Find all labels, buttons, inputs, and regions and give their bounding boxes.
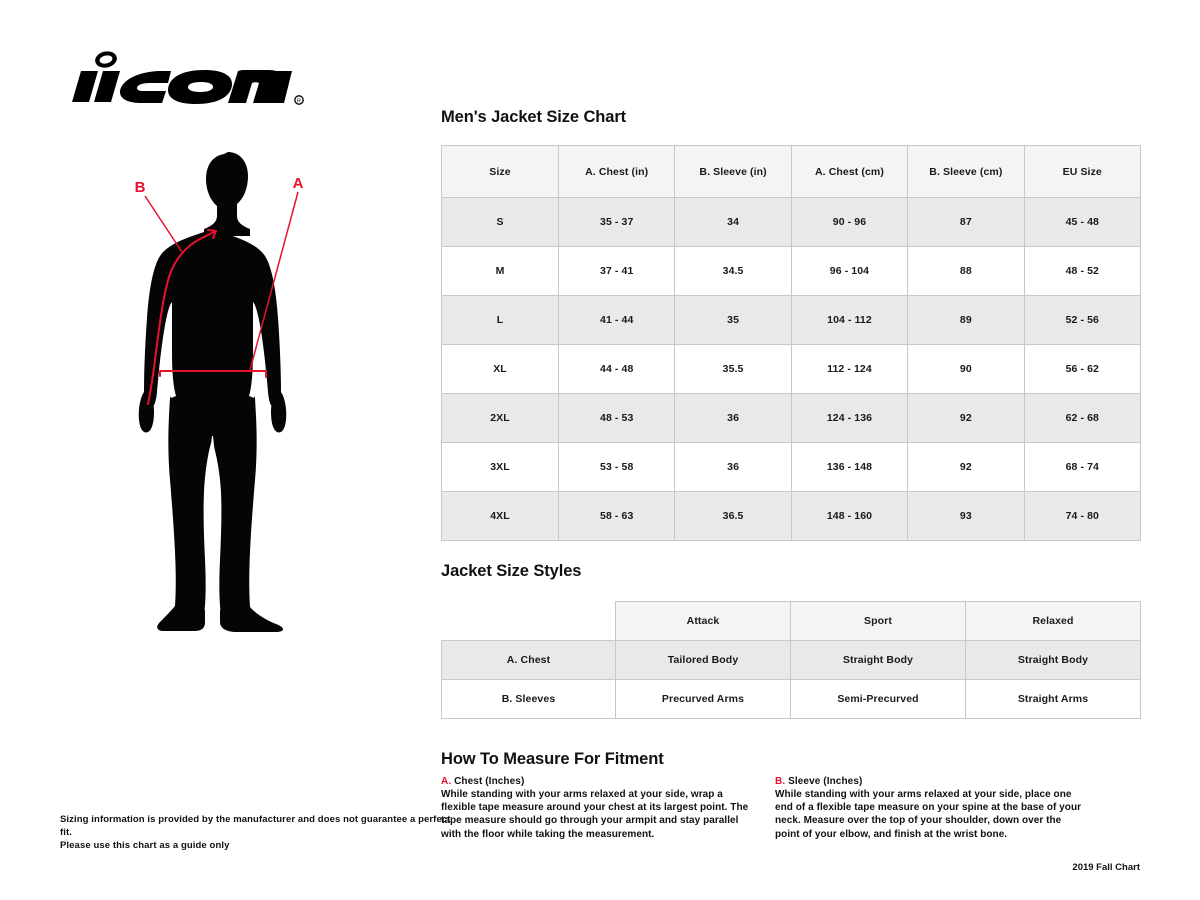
cell-chest-cm: 148 - 160 (790, 491, 909, 541)
styles-section-title: Jacket Size Styles (441, 562, 582, 580)
cell-chest-in: 41 - 44 (557, 295, 676, 345)
styles-column-sport: Sport (790, 601, 966, 641)
column-header-sleeve-in: B. Sleeve (in) (674, 145, 792, 198)
cell-sleeve-cm: 88 (907, 246, 1025, 296)
styles-row-label: B. Sleeves (441, 679, 616, 719)
cell-eu-size: 48 - 52 (1023, 246, 1141, 296)
body-silhouette-diagram: A B (120, 140, 360, 640)
cell-chest-in: 48 - 53 (557, 393, 676, 443)
cell-sleeve-cm: 92 (907, 393, 1025, 443)
cell-sleeve-in: 36.5 (674, 491, 792, 541)
table-header-row: Size A. Chest (in) B. Sleeve (in) A. Che… (441, 145, 1141, 198)
cell-sleeve-cm: 89 (907, 295, 1025, 345)
styles-cell-sport: Semi-Precurved (790, 679, 966, 719)
cell-eu-size: 45 - 48 (1023, 197, 1141, 247)
table-row: 3XL 53 - 58 36 136 - 148 92 68 - 74 (441, 442, 1141, 492)
cell-size: L (441, 295, 559, 345)
styles-cell-relaxed: Straight Body (965, 640, 1141, 680)
label-a: A (293, 175, 304, 192)
cell-chest-cm: 90 - 96 (790, 197, 909, 247)
table-row: L 41 - 44 35 104 - 112 89 52 - 56 (441, 295, 1141, 345)
chart-season-label: 2019 Fall Chart (1072, 862, 1140, 873)
disclaimer-line-1: Sizing information is provided by the ma… (60, 814, 451, 838)
measure-instructions: A. Chest (Inches) While standing with yo… (441, 776, 1141, 841)
cell-chest-in: 58 - 63 (557, 491, 676, 541)
cell-sleeve-in: 34.5 (674, 246, 792, 296)
page-title: Men's Jacket Size Chart (441, 108, 627, 126)
cell-sleeve-cm: 87 (907, 197, 1025, 247)
cell-chest-cm: 112 - 124 (790, 344, 909, 394)
charts-panel: Men's Jacket Size Chart Size A. Chest (i… (441, 0, 1141, 900)
cell-sleeve-cm: 90 (907, 344, 1025, 394)
styles-cell-sport: Straight Body (790, 640, 966, 680)
cell-size: M (441, 246, 559, 296)
silhouette-shape (138, 152, 287, 632)
measure-body-chest: While standing with your arms relaxed at… (441, 789, 749, 840)
styles-row-label: A. Chest (441, 640, 616, 680)
table-row: 4XL 58 - 63 36.5 148 - 160 93 74 - 80 (441, 491, 1141, 541)
measure-section-title: How To Measure For Fitment (441, 750, 664, 768)
styles-cell-attack: Precurved Arms (615, 679, 791, 719)
cell-size: S (441, 197, 559, 247)
cell-eu-size: 52 - 56 (1023, 295, 1141, 345)
svg-text:R: R (297, 99, 301, 105)
measure-heading-sleeve: B. Sleeve (Inches) (775, 776, 1085, 787)
measure-item-chest: A. Chest (Inches) While standing with yo… (441, 776, 751, 841)
sizing-disclaimer: Sizing information is provided by the ma… (60, 813, 460, 852)
cell-eu-size: 68 - 74 (1023, 442, 1141, 492)
styles-header-row: Attack Sport Relaxed (442, 601, 1141, 641)
cell-sleeve-in: 36 (674, 442, 792, 492)
measure-body-sleeve: While standing with your arms relaxed at… (775, 789, 1082, 840)
cell-chest-cm: 136 - 148 (790, 442, 909, 492)
styles-column-relaxed: Relaxed (965, 601, 1141, 641)
styles-corner-cell (442, 602, 616, 641)
measure-item-sleeve: B. Sleeve (Inches) While standing with y… (775, 776, 1085, 841)
cell-sleeve-in: 34 (674, 197, 792, 247)
cell-size: 4XL (441, 491, 559, 541)
cell-eu-size: 62 - 68 (1023, 393, 1141, 443)
styles-column-attack: Attack (615, 601, 791, 641)
table-row: 2XL 48 - 53 36 124 - 136 92 62 - 68 (441, 393, 1141, 443)
size-chart-table: Size A. Chest (in) B. Sleeve (in) A. Che… (441, 145, 1141, 541)
table-row: M 37 - 41 34.5 96 - 104 88 48 - 52 (441, 246, 1141, 296)
cell-sleeve-in: 35.5 (674, 344, 792, 394)
styles-cell-attack: Tailored Body (615, 640, 791, 680)
cell-sleeve-in: 35 (674, 295, 792, 345)
cell-size: 3XL (441, 442, 559, 492)
brand-logo: R (58, 46, 308, 110)
column-header-sleeve-cm: B. Sleeve (cm) (907, 145, 1025, 198)
table-row: S 35 - 37 34 90 - 96 87 45 - 48 (441, 197, 1141, 247)
label-b: B (135, 179, 146, 196)
styles-cell-relaxed: Straight Arms (965, 679, 1141, 719)
cell-sleeve-cm: 92 (907, 442, 1025, 492)
column-header-eu-size: EU Size (1023, 145, 1141, 198)
cell-sleeve-cm: 93 (907, 491, 1025, 541)
disclaimer-line-2: Please use this chart as a guide only (60, 840, 230, 851)
cell-size: 2XL (441, 393, 559, 443)
jacket-size-styles-table: Attack Sport Relaxed A. Chest Tailored B… (441, 601, 1141, 719)
table-row: XL 44 - 48 35.5 112 - 124 90 56 - 62 (441, 344, 1141, 394)
measure-marker-b: B. (775, 776, 786, 787)
column-header-size: Size (441, 145, 559, 198)
cell-sleeve-in: 36 (674, 393, 792, 443)
measure-marker-a: A. (441, 776, 452, 787)
styles-row-chest: A. Chest Tailored Body Straight Body Str… (441, 640, 1141, 680)
cell-eu-size: 56 - 62 (1023, 344, 1141, 394)
measure-heading-text: Sleeve (Inches) (788, 776, 863, 787)
column-header-chest-cm: A. Chest (cm) (790, 145, 909, 198)
cell-chest-in: 35 - 37 (557, 197, 676, 247)
cell-size: XL (441, 344, 559, 394)
cell-chest-in: 44 - 48 (557, 344, 676, 394)
styles-row-sleeves: B. Sleeves Precurved Arms Semi-Precurved… (441, 679, 1141, 719)
cell-eu-size: 74 - 80 (1023, 491, 1141, 541)
cell-chest-in: 37 - 41 (557, 246, 676, 296)
cell-chest-cm: 124 - 136 (790, 393, 909, 443)
cell-chest-cm: 104 - 112 (790, 295, 909, 345)
measurement-annotations (144, 191, 299, 405)
measure-heading-text: Chest (Inches) (454, 776, 525, 787)
cell-chest-in: 53 - 58 (557, 442, 676, 492)
measure-heading-chest: A. Chest (Inches) (441, 776, 751, 787)
cell-chest-cm: 96 - 104 (790, 246, 909, 296)
column-header-chest-in: A. Chest (in) (557, 145, 676, 198)
